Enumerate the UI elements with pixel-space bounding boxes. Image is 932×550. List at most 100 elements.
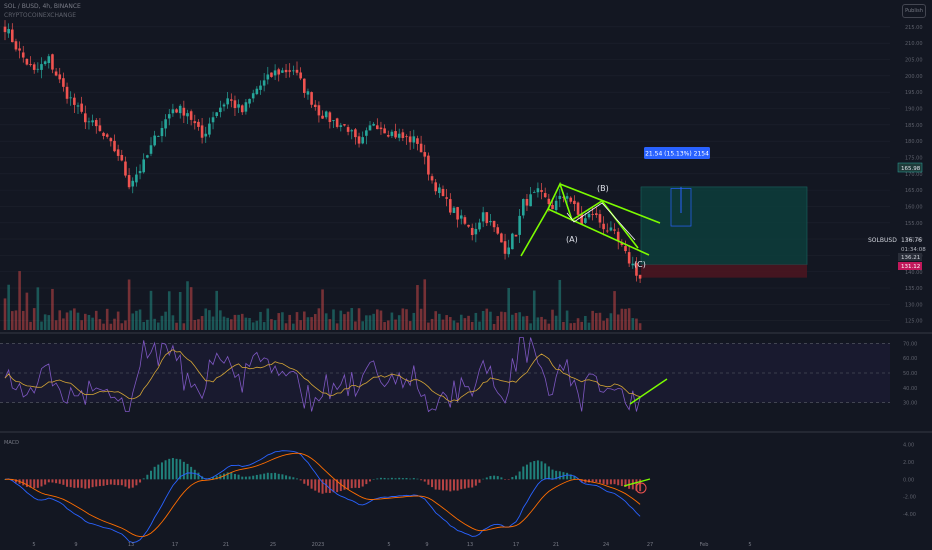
volume-bar [40,321,43,330]
volume-bar [197,319,200,330]
volume-bar [69,310,72,330]
rsi-tick-label: 40.00 [903,386,917,392]
macd-hist-bar [609,479,612,485]
volume-bar [324,313,328,330]
price-tick-label: 195.00 [905,90,923,96]
macd-hist-bar [555,470,558,480]
volume-bar [58,310,62,330]
macd-hist-bar [223,473,225,480]
candle [430,176,434,181]
candle [416,138,419,144]
volume-bar [303,311,306,330]
macd-hist-bar [277,473,280,480]
long-position-tool[interactable]: 21.54 (15.13%) 2154 [640,147,808,278]
volume-bar [259,311,262,330]
target-price: 165.98 [901,166,921,172]
volume-bar [394,319,397,330]
volume-bar [584,315,587,330]
candle [76,105,80,107]
macd-hist-bar [569,474,572,480]
price-tick-label: 210.00 [905,41,923,47]
volume-bar [240,313,244,330]
candle [438,187,441,193]
time-tick-label: 25 [270,542,276,548]
time-tick-label: 2023 [312,542,325,548]
macd-tick-label: -2.00 [903,495,916,501]
macd-hist-bar [602,479,605,484]
candle [405,136,408,138]
volume-bar [142,321,145,330]
time-tick-label: Feb [700,542,709,548]
candle [328,112,332,123]
macd-hist-bar [106,479,109,486]
volume-bar [332,309,335,330]
time-tick-label: 9 [425,542,428,548]
candle [591,214,594,215]
candle [397,133,401,138]
volume-bar [87,314,91,330]
volume-bar [65,312,69,330]
volume-bar [595,313,598,330]
candle [478,222,481,230]
macd-hist-bar [504,479,507,480]
candle [113,140,116,152]
volume-bar [434,311,437,330]
time-tick-label: 21 [223,542,229,548]
volume-bar [368,315,372,330]
volume-bar [47,315,51,330]
volume-bar [273,320,277,330]
bid-price: 136.21 [901,255,920,261]
macd-hist-bar [533,461,536,480]
candle [178,105,182,114]
candle [222,104,226,107]
volume-bar [328,319,332,330]
volume-bar [91,317,94,330]
macd-hist-bar [299,479,302,481]
candle [160,127,164,137]
candle [193,121,197,124]
candle [412,136,416,143]
candle [485,212,489,224]
volume-bar [131,313,135,330]
volume-bar [270,319,273,330]
candle [124,161,127,176]
volume-bar [467,315,470,330]
volume-bar [492,323,496,330]
candle [368,125,372,131]
candle [255,88,259,95]
candle [361,137,364,144]
volume-bar [73,308,76,330]
candle [584,218,587,223]
macd-hist-bar [591,479,594,483]
candle [102,132,105,136]
macd-hist-bar [485,477,488,480]
volume-bar [372,313,375,330]
volume-bar [244,317,248,330]
macd-hist-bar [255,474,258,480]
pane-dividers[interactable] [0,332,932,433]
macd-hist-bar [95,479,98,487]
volume-bar [215,290,218,330]
macd-hist-bar [288,476,291,480]
candle [427,155,430,175]
publish-button[interactable]: Publish [902,4,926,18]
volume-bar [317,308,321,330]
volume-bar [532,290,536,330]
macd-hist-bar [336,479,339,493]
candle [372,123,375,126]
elliott-wave-drawing[interactable]: (A) (B) (C) [520,181,661,269]
macd-hist-bar [460,479,463,490]
macd-hist-bar [339,479,342,492]
candle [335,118,339,127]
candle [58,74,62,80]
candle [127,175,131,188]
volume-bar [562,321,565,330]
volume-bar [452,320,456,330]
macd-hist-bar [606,479,609,485]
macd-hist-bar [244,476,247,480]
candle [62,78,65,87]
candle [281,70,284,73]
macd-hist-bar [252,475,255,480]
candle [635,263,638,276]
